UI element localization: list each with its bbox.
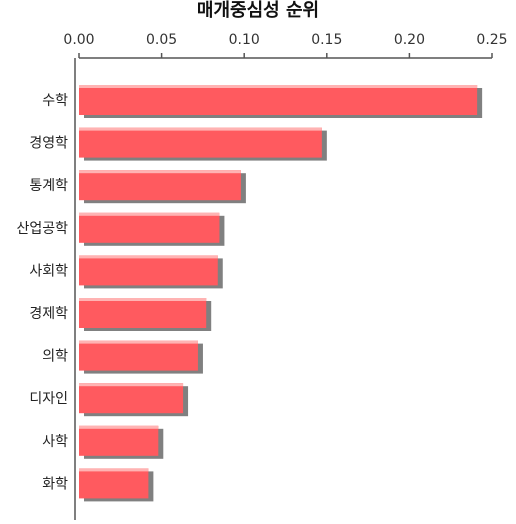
x-tick-label: 0.05 <box>146 32 177 48</box>
bar-fill <box>79 425 159 456</box>
category-label: 산업공학 <box>16 221 68 237</box>
category-label: 디자인 <box>29 391 68 407</box>
category-label: 사학 <box>42 434 68 450</box>
category-label: 화학 <box>42 476 68 492</box>
bar-fill <box>79 127 322 158</box>
category-label: 경영학 <box>29 136 68 152</box>
bar <box>79 255 223 289</box>
category-label: 의학 <box>42 349 68 365</box>
bar-fill <box>79 255 218 286</box>
category-label: 통계학 <box>29 178 68 194</box>
bars-group <box>79 85 483 502</box>
bar <box>79 212 225 246</box>
bar-highlight <box>79 212 220 216</box>
bar-highlight <box>79 298 207 301</box>
x-tick-label: 0.25 <box>476 32 507 48</box>
bar <box>79 170 246 204</box>
x-tick-label: 0.15 <box>311 32 342 48</box>
bar <box>79 85 483 118</box>
bar-highlight <box>79 340 198 344</box>
bar-fill <box>79 468 149 499</box>
bar <box>79 127 327 161</box>
bar <box>79 383 189 417</box>
x-tick-label: 0.20 <box>394 32 425 48</box>
bar <box>79 340 203 374</box>
bar <box>79 468 154 502</box>
bar-highlight <box>79 127 322 131</box>
x-tick-label: 0.10 <box>229 32 260 48</box>
bar-fill <box>79 298 207 328</box>
category-label: 수학 <box>42 93 68 109</box>
bar <box>79 298 212 331</box>
bar-fill <box>79 340 198 371</box>
bar-highlight <box>79 383 184 387</box>
bar-fill <box>79 383 184 414</box>
bar-highlight <box>79 255 218 259</box>
bar-highlight <box>79 468 149 472</box>
bar-highlight <box>79 425 159 429</box>
category-label: 사회학 <box>29 263 68 279</box>
bar-highlight <box>79 170 241 174</box>
bar-fill <box>79 85 478 115</box>
chart-title: 매개중심성 순위 <box>197 0 319 21</box>
x-tick-label: 0.00 <box>63 32 94 48</box>
bar-fill <box>79 212 220 243</box>
category-label: 경제학 <box>29 306 68 322</box>
bar <box>79 425 164 459</box>
bar-fill <box>79 170 241 201</box>
x-axis: 0.00 0.05 0.10 0.15 0.20 0.25 <box>63 32 508 59</box>
bar-highlight <box>79 85 478 88</box>
